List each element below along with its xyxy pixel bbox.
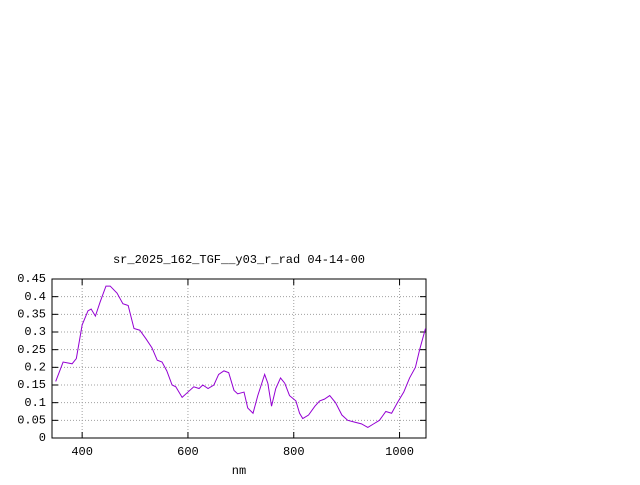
y-tick-label: 0.35 <box>17 308 46 322</box>
y-tick-label: 0.05 <box>17 414 46 428</box>
x-tick-label: 400 <box>71 445 93 459</box>
y-tick-label: 0 <box>39 431 46 445</box>
y-tick-label: 0.25 <box>17 343 46 357</box>
y-tick-label: 0.3 <box>24 325 46 339</box>
y-tick-label: 0.15 <box>17 378 46 392</box>
plot-border <box>51 278 427 439</box>
x-tick-label: 600 <box>177 445 199 459</box>
x-tick-label: 1000 <box>385 445 414 459</box>
y-tick-label: 0.4 <box>24 290 46 304</box>
x-tick-label: 800 <box>283 445 305 459</box>
data-line <box>55 285 426 428</box>
y-tick-label: 0.45 <box>17 272 46 286</box>
y-tick-label: 0.2 <box>24 361 46 375</box>
x-axis-label: nm <box>232 464 246 478</box>
chart-title: sr_2025_162_TGF__y03_r_rad 04-14-00 <box>113 253 365 267</box>
y-tick-label: 0.1 <box>24 396 46 410</box>
